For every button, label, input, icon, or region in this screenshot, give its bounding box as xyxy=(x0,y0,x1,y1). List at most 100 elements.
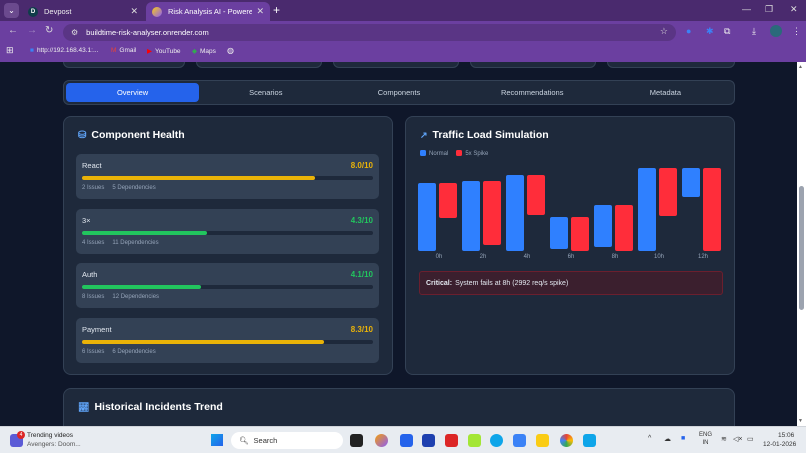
edge-icon[interactable] xyxy=(490,434,503,447)
app-icon[interactable] xyxy=(422,434,435,447)
bar-spike-4h[interactable] xyxy=(527,175,545,215)
url-text[interactable]: buildtime-risk-analyser.onrender.com xyxy=(86,28,209,37)
mail-icon[interactable] xyxy=(513,434,526,447)
reload-icon[interactable]: ↻ xyxy=(45,25,54,36)
gemini-favicon-icon xyxy=(152,6,162,17)
site-info-icon[interactable]: ⚙ xyxy=(71,28,79,37)
news-subtitle[interactable]: Avengers: Doom... xyxy=(27,441,81,448)
health-bar xyxy=(82,176,373,180)
tab-title: Devpost xyxy=(44,7,72,16)
window-close-icon[interactable]: ✕ xyxy=(790,4,798,14)
extension-icon[interactable]: ● xyxy=(686,26,692,36)
database-icon: ⛁ xyxy=(78,129,87,141)
x-tick: 12h xyxy=(697,254,708,260)
copilot-icon[interactable] xyxy=(375,434,388,447)
clock-time[interactable]: 15:06 xyxy=(778,432,795,439)
legend-normal[interactable]: Normal xyxy=(420,150,448,157)
bookmark-gmail[interactable]: M Gmail xyxy=(111,47,137,54)
x-tick: 0h xyxy=(435,254,443,260)
historical-incidents-card: 📈︎ Historical Incidents Trend xyxy=(63,388,735,426)
x-tick: 10h xyxy=(653,254,664,260)
profile-avatar[interactable] xyxy=(770,25,782,37)
task-view-icon[interactable] xyxy=(350,434,363,447)
tab-scenarios[interactable]: Scenarios xyxy=(249,88,283,97)
store-icon[interactable] xyxy=(400,434,413,447)
new-tab-button[interactable]: + xyxy=(273,3,281,17)
extension-puzzle-blue-icon[interactable]: ✱ xyxy=(706,26,714,36)
bookmark-star-icon[interactable]: ☆ xyxy=(659,26,668,36)
bar-normal-8h[interactable] xyxy=(594,205,612,247)
stat-card xyxy=(470,62,596,68)
tab-recommendations[interactable]: Recommendations xyxy=(500,88,564,97)
x-tick: 4h xyxy=(523,254,531,260)
maps-icon: ◆ xyxy=(192,48,197,55)
bar-spike-10h[interactable] xyxy=(659,168,677,216)
close-tab-icon[interactable]: ✕ xyxy=(256,6,264,16)
browser-tab-risk-analysis[interactable]: Risk Analysis AI - Powered by G ✕ xyxy=(146,2,270,21)
scroll-down-icon[interactable]: ▼ xyxy=(798,418,803,424)
bar-spike-8h[interactable] xyxy=(615,205,633,251)
extensions-icon[interactable]: ⧉ xyxy=(724,26,731,36)
chrome-icon[interactable] xyxy=(560,434,573,447)
menu-icon[interactable]: ⋮ xyxy=(792,26,801,36)
tab-components[interactable]: Components xyxy=(377,88,421,97)
bar-normal-6h[interactable] xyxy=(550,217,568,249)
back-icon[interactable]: ← xyxy=(8,25,18,36)
critical-alert: Critical: System fails at 8h (2992 req/s… xyxy=(419,271,723,295)
apps-grid-icon[interactable]: ⊞ xyxy=(6,45,14,55)
clock-date[interactable]: 12-01-2026 xyxy=(763,441,797,448)
browser-tab-devpost[interactable]: D Devpost ✕ xyxy=(22,2,144,21)
language-indicator[interactable]: ENG IN xyxy=(699,432,713,446)
line-chart-icon: 📈︎ xyxy=(78,401,90,412)
gmail-icon: M xyxy=(111,47,117,54)
tab-metadata[interactable]: Metadata xyxy=(649,88,682,97)
scroll-up-icon[interactable]: ▲ xyxy=(798,64,803,70)
bar-normal-4h[interactable] xyxy=(506,175,524,251)
restore-icon[interactable]: ❐ xyxy=(765,4,774,14)
file-explorer-icon[interactable] xyxy=(536,434,549,447)
bar-spike-0h[interactable] xyxy=(439,183,457,218)
bar-normal-0h[interactable] xyxy=(418,183,436,251)
bookmark-maps[interactable]: ◆ Maps xyxy=(192,47,216,56)
tab-overview[interactable]: Overview xyxy=(66,83,200,102)
close-tab-icon[interactable]: ✕ xyxy=(130,6,138,16)
windows-taskbar: 4 Trending videos Avengers: Doom... 🔍︎ S… xyxy=(0,426,806,453)
tab-title: Risk Analysis AI - Powered by G xyxy=(168,7,253,16)
component-item: Auth 4.1/10 8 Issues 12 Dependencies xyxy=(76,263,379,308)
minimize-icon[interactable]: — xyxy=(742,4,751,14)
snipping-tool-icon[interactable] xyxy=(468,434,481,447)
download-icon[interactable]: ⤓ xyxy=(752,26,756,36)
tray-app-icon[interactable]: ■ xyxy=(681,435,686,442)
mcafee-icon[interactable] xyxy=(445,434,458,447)
bookmark-ip[interactable]: ■ http://192.168.43.1:... xyxy=(30,47,99,54)
volume-muted-icon[interactable]: ◁× xyxy=(733,436,743,443)
page-scrollbar[interactable]: ▲ ▼ xyxy=(797,62,806,426)
scrollbar-thumb[interactable] xyxy=(799,186,804,310)
health-bar xyxy=(82,285,373,289)
forward-icon[interactable]: → xyxy=(27,25,37,36)
taskbar-search[interactable]: 🔍︎ Search xyxy=(231,432,343,449)
traffic-heading: ↗ Traffic Load Simulation xyxy=(420,129,549,141)
address-bar[interactable]: ⚙ buildtime-risk-analyser.onrender.com ☆ xyxy=(63,24,676,41)
bar-spike-2h[interactable] xyxy=(483,181,501,245)
bar-normal-10h[interactable] xyxy=(638,168,656,251)
legend-spike[interactable]: 5x Spike xyxy=(456,150,488,157)
traffic-bar-chart: 0h 2h 4h 6h 8h 10h 12h xyxy=(416,167,726,267)
bar-spike-12h[interactable] xyxy=(703,168,721,251)
windows-start-icon[interactable] xyxy=(211,434,223,446)
bar-normal-2h[interactable] xyxy=(462,181,480,251)
news-title[interactable]: Trending videos xyxy=(27,432,74,439)
globe-bookmark-icon[interactable]: ◍ xyxy=(227,46,234,55)
bar-spike-6h[interactable] xyxy=(571,217,589,251)
component-score: 8.3/10 xyxy=(350,325,373,334)
bookmark-youtube[interactable]: ▶ YouTube xyxy=(147,47,181,56)
wifi-icon[interactable]: ≋ xyxy=(721,436,727,443)
battery-icon[interactable]: ▭ xyxy=(747,436,754,443)
bar-normal-12h[interactable] xyxy=(682,168,700,197)
show-hidden-icons[interactable]: ^ xyxy=(648,435,652,442)
browser-chrome: ⌄ D Devpost ✕ Risk Analysis AI - Powered… xyxy=(0,0,806,62)
tab-search-button[interactable]: ⌄ xyxy=(4,3,19,18)
vscode-icon[interactable] xyxy=(583,434,596,447)
onedrive-icon[interactable]: ☁ xyxy=(664,436,671,443)
component-score: 8.0/10 xyxy=(350,161,373,170)
